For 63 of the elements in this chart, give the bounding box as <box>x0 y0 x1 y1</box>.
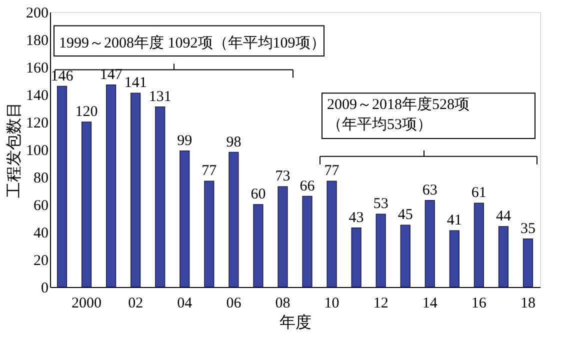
data-label: 63 <box>422 182 438 198</box>
y-tick-label: 180 <box>26 33 48 49</box>
data-label: 53 <box>373 196 388 212</box>
data-label: 120 <box>75 104 98 120</box>
data-label: 60 <box>250 186 266 202</box>
y-axis-title: 工程发包数目 <box>6 102 23 198</box>
bar <box>326 180 337 288</box>
y-tick-label: 60 <box>34 198 48 214</box>
bar <box>253 204 264 288</box>
data-label: 77 <box>202 163 218 180</box>
x-tick-label: 2000 <box>72 296 102 312</box>
bar <box>424 200 435 288</box>
bar <box>351 227 362 288</box>
bar <box>376 214 386 288</box>
x-tick-label: 18 <box>520 296 536 312</box>
bar <box>81 122 92 288</box>
y-tick-label: 160 <box>26 60 48 76</box>
bar <box>106 84 116 288</box>
data-label: 45 <box>398 207 413 224</box>
bar <box>400 224 410 288</box>
bar <box>449 230 460 288</box>
y-tick-label: 40 <box>34 226 48 242</box>
x-tick-label: 08 <box>275 296 290 312</box>
bar <box>278 186 288 288</box>
annotation: 2009～2018年度528项（年平均53项） <box>327 96 470 133</box>
bar <box>228 152 239 288</box>
x-tick-label: 16 <box>471 296 487 312</box>
y-tick-label: 80 <box>34 170 48 186</box>
bar <box>474 202 484 288</box>
data-label: 35 <box>520 220 536 237</box>
x-tick-label: 12 <box>373 296 388 312</box>
bar <box>180 150 190 288</box>
y-tick-label: 120 <box>26 116 48 132</box>
y-tick-label: 140 <box>26 88 48 104</box>
bar <box>155 106 166 288</box>
data-label: 43 <box>348 210 364 226</box>
x-tick-label: 04 <box>177 296 193 312</box>
data-label: 77 <box>324 163 340 180</box>
y-tick-label: 0 <box>41 280 48 296</box>
data-label: 73 <box>275 168 290 185</box>
data-label: 141 <box>124 75 147 92</box>
data-label: 41 <box>446 212 462 229</box>
x-tick-label: 14 <box>422 296 438 312</box>
bar <box>130 92 141 288</box>
data-label: 131 <box>148 88 172 105</box>
y-tick-label: 200 <box>26 6 48 22</box>
bar <box>498 226 509 288</box>
x-tick-label: 06 <box>226 296 242 312</box>
bar <box>204 180 214 288</box>
data-label: 66 <box>300 178 316 194</box>
x-axis-title: 年度 <box>280 314 312 332</box>
x-tick-label: 02 <box>128 296 144 312</box>
y-tick-label: 20 <box>34 253 48 269</box>
y-tick-label: 100 <box>26 143 48 159</box>
x-tick-label: 10 <box>324 296 340 312</box>
bar <box>522 238 534 288</box>
data-label: 99 <box>177 132 192 149</box>
data-label: 61 <box>471 185 486 202</box>
bar <box>302 196 312 288</box>
data-label: 44 <box>496 208 512 224</box>
annotation: 1999～2008年度 1092项（年平均109项） <box>59 34 326 52</box>
data-label: 98 <box>226 134 242 150</box>
bar <box>56 86 68 288</box>
